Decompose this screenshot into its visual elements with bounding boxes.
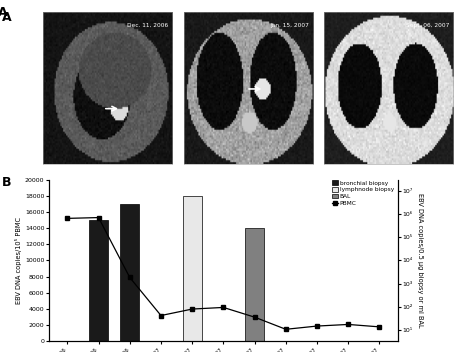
Text: Jan. 15, 2007: Jan. 15, 2007	[270, 23, 309, 28]
Y-axis label: EBV DNA copies/10⁵ PBMC: EBV DNA copies/10⁵ PBMC	[15, 217, 22, 304]
Bar	[120, 204, 139, 341]
Y-axis label: EBV DNA copies/0.5 μg biopsy or ml BAL: EBV DNA copies/0.5 μg biopsy or ml BAL	[417, 193, 423, 328]
Text: B: B	[2, 176, 12, 189]
PBMC	[252, 315, 257, 319]
PBMC	[345, 322, 351, 327]
PBMC	[96, 215, 101, 220]
PBMC	[221, 305, 226, 309]
Bar	[183, 196, 201, 341]
Text: Dec. 11, 2006: Dec. 11, 2006	[127, 23, 168, 28]
Line: PBMC: PBMC	[66, 216, 381, 331]
PBMC	[64, 216, 70, 220]
Text: Sept. 06, 2007: Sept. 06, 2007	[406, 23, 450, 28]
PBMC	[189, 307, 195, 311]
PBMC	[283, 327, 288, 332]
Text: A: A	[2, 11, 12, 24]
PBMC	[127, 275, 132, 279]
PBMC	[314, 324, 320, 328]
Text: A: A	[0, 6, 7, 19]
Legend: bronchial biopsy, lymphnode biopsy, BAL, PBMC: bronchial biopsy, lymphnode biopsy, BAL,…	[331, 179, 395, 207]
PBMC	[377, 325, 382, 329]
Bar	[245, 228, 264, 341]
PBMC	[158, 313, 164, 318]
Bar	[89, 220, 108, 341]
